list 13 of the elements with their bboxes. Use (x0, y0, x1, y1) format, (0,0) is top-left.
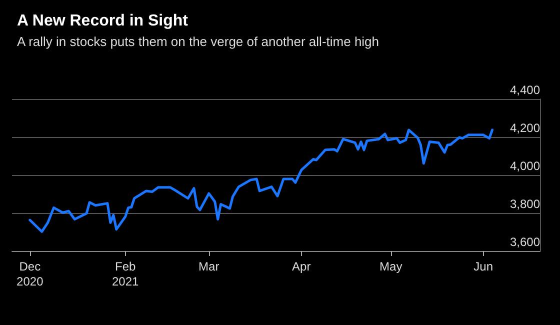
chart-title: A New Record in Sight (17, 12, 189, 30)
x-tick-label: Feb 2021 (112, 260, 140, 288)
chart-subtitle: A rally in stocks puts them on the verge of another all-time high (17, 34, 380, 49)
y-tick-label: 3,800 (510, 197, 540, 211)
x-tick-label: Mar (198, 260, 220, 274)
y-tick-label: 4,400 (510, 83, 540, 97)
y-tick-label: 4,200 (510, 121, 540, 135)
y-tick-label: 4,000 (510, 159, 540, 173)
x-tick-label: Dec 2020 (16, 260, 44, 288)
y-tick-label: 3,600 (510, 235, 540, 249)
x-tick-label: May (380, 260, 402, 274)
x-tick-label: Apr (292, 260, 311, 274)
x-tick-label: Jun (474, 260, 493, 274)
